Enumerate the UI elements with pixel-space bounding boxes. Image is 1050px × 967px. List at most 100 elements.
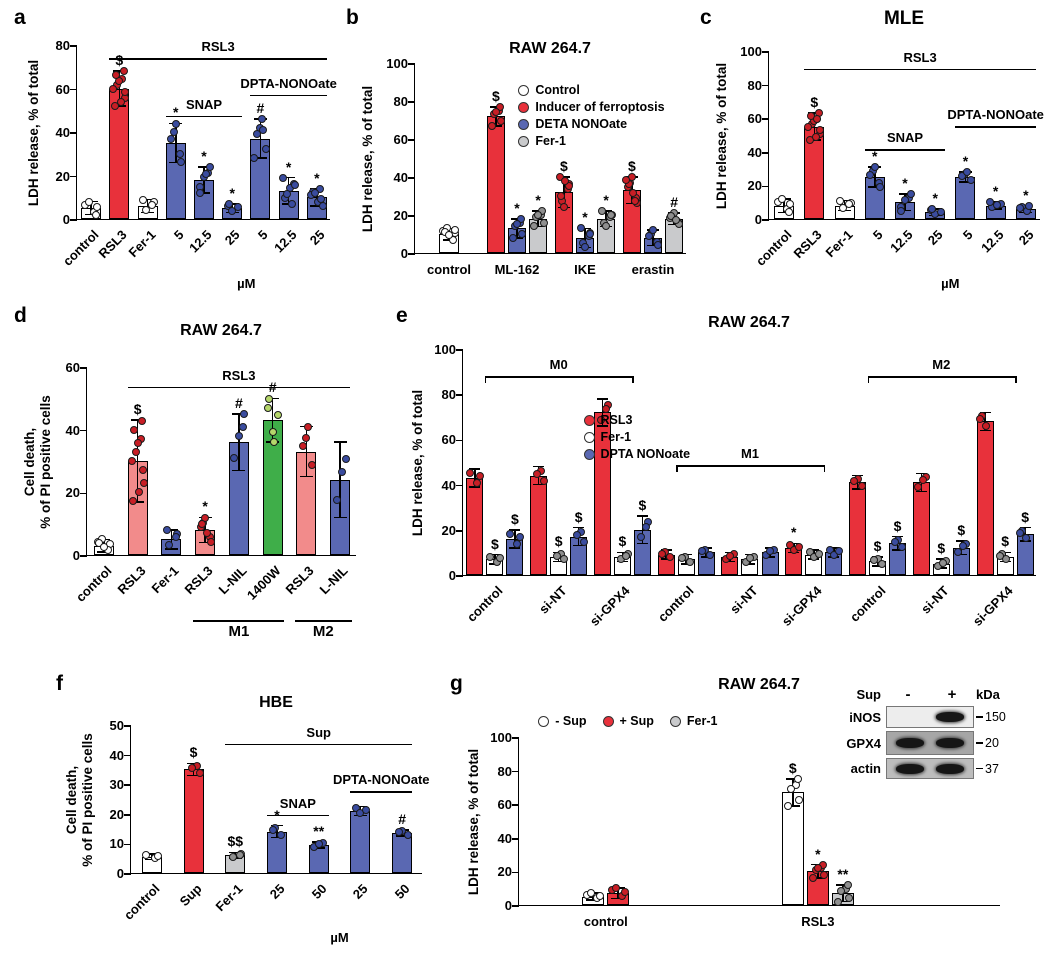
data-point	[303, 422, 312, 431]
legend-marker	[583, 431, 595, 443]
y-tick-label: 60	[497, 797, 512, 813]
error-bar-cap	[915, 472, 927, 475]
x-group-line	[294, 620, 352, 622]
bracket-end-tick	[1015, 375, 1017, 383]
data-point	[314, 840, 323, 849]
error-bar-cap	[596, 425, 608, 427]
data-point	[318, 201, 327, 210]
y-tick-label: 80	[55, 38, 70, 53]
y-tick-label: 40	[65, 422, 80, 438]
error-bar-cap	[724, 560, 736, 563]
y-tick	[70, 45, 77, 47]
y-tick	[456, 394, 463, 396]
y-tick	[512, 905, 519, 907]
data-point	[110, 101, 119, 110]
data-point	[897, 206, 906, 215]
data-point	[239, 422, 248, 431]
data-point	[341, 455, 350, 464]
data-point	[515, 532, 524, 541]
error-bar	[652, 230, 654, 246]
bracket-end-tick	[676, 465, 678, 473]
data-point	[262, 145, 271, 154]
data-point	[135, 488, 144, 497]
y-tick-label: 20	[55, 168, 70, 184]
y-tick	[408, 177, 415, 179]
bar	[183, 769, 204, 873]
error-bar	[316, 188, 318, 206]
data-point	[120, 88, 129, 97]
data-point	[234, 432, 243, 440]
data-point	[252, 130, 261, 139]
y-tick	[80, 492, 87, 495]
blot-lane-sign: +	[947, 686, 957, 703]
data-point	[878, 559, 887, 568]
data-point	[282, 189, 291, 198]
error-bar-cap	[489, 553, 501, 556]
y-tick-label: 80	[497, 763, 512, 779]
error-bar-cap	[979, 411, 991, 414]
data-point	[116, 97, 125, 106]
error-bar	[339, 442, 341, 518]
bar	[486, 116, 505, 253]
y-tick-label: 20	[497, 864, 512, 880]
x-tick-label: ML-162	[494, 262, 540, 277]
data-point	[815, 125, 824, 134]
data-point	[813, 115, 822, 124]
bar	[530, 475, 548, 575]
error-bar-cap	[141, 198, 154, 201]
significance-label: **	[837, 865, 849, 882]
marker-tick	[976, 716, 983, 718]
data-point	[1015, 204, 1024, 213]
data-point	[196, 188, 205, 197]
bracket-label: M1	[740, 446, 760, 462]
data-point	[310, 189, 319, 198]
blot-row: actin 37	[838, 758, 1038, 779]
data-point	[95, 538, 104, 547]
data-point	[793, 775, 802, 784]
data-point	[784, 801, 792, 810]
data-point	[778, 194, 787, 203]
data-point	[906, 189, 915, 198]
error-bar-cap	[354, 805, 367, 808]
data-point	[602, 405, 611, 414]
data-point	[332, 496, 341, 505]
error-bar-cap	[164, 547, 178, 550]
data-point	[870, 163, 879, 172]
significance-label: *	[173, 104, 179, 121]
y-tick-label: 100	[434, 342, 456, 357]
marker-tick	[976, 742, 983, 744]
data-point	[836, 887, 845, 896]
y-tick	[124, 784, 131, 786]
data-point	[233, 203, 242, 212]
y-tick-label: 0	[62, 212, 70, 227]
blot-marker: 20	[974, 736, 999, 750]
error-bar-cap	[647, 244, 659, 247]
x-tick-label: si-GPX4	[778, 583, 825, 629]
data-point	[177, 158, 186, 167]
error-bar-cap	[744, 562, 756, 565]
data-point	[302, 433, 311, 442]
x-tick-label: si-GPX4	[587, 583, 634, 629]
plot-area: 0204060control$RSL3Fer-1*RSL3#L-NIL#1400…	[66, 360, 356, 640]
significance-label: *	[257, 807, 297, 823]
y-tick	[762, 152, 769, 154]
data-point	[495, 554, 504, 563]
error-bar-cap	[509, 547, 521, 549]
significance-label: $	[554, 533, 563, 550]
y-axis-label: LDH release, % of total	[26, 59, 41, 207]
data-point	[129, 497, 138, 506]
bracket-end-tick	[632, 375, 635, 383]
bracket-label: RSL3	[222, 367, 256, 383]
data-point	[607, 211, 616, 220]
data-point	[786, 785, 795, 794]
legend: RSL3 Fer-1 DPTA NONoate	[583, 413, 690, 461]
y-tick-label: 0	[448, 568, 456, 583]
error-bar-cap	[573, 526, 585, 529]
significance-label: *	[535, 192, 541, 209]
data-point	[1016, 528, 1025, 537]
y-tick	[762, 118, 769, 120]
y-tick	[408, 139, 415, 141]
data-point	[630, 196, 639, 205]
bracket-label: SNAP	[886, 130, 924, 146]
error-bar-cap	[637, 542, 648, 545]
